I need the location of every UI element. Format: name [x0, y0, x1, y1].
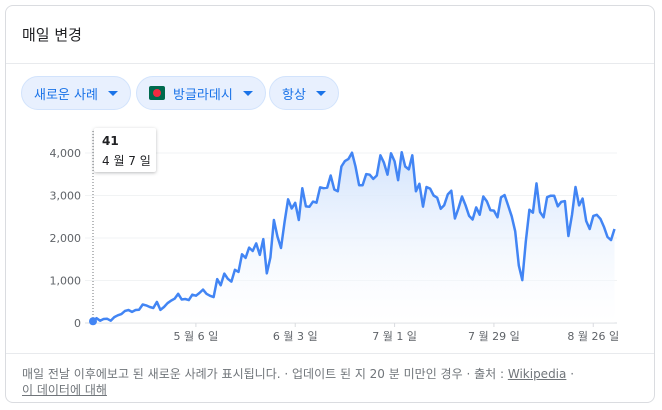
header-divider [6, 63, 654, 64]
chevron-down-icon [315, 90, 326, 96]
chart-tooltip: 41 4 월 7 일 [94, 128, 156, 172]
bangladesh-flag-icon [149, 86, 165, 100]
cases-chart: 0 1,000 2,000 3,000 4,000 5 월 6 일 6 월 3 일 7 월 1… [50, 131, 619, 343]
metric-filter-chip[interactable]: 새로운 사례 [21, 76, 131, 110]
hover-point [89, 317, 97, 326]
daily-change-card: 매일 변경 새로운 사례 방글라데시 항상 0 1,000 2,000 3,000 4,… [5, 5, 655, 403]
tooltip-date: 4 월 7 일 [102, 154, 151, 168]
chevron-down-icon [107, 90, 118, 96]
card-title: 매일 변경 [22, 26, 82, 44]
x-tick-label: 8 월 26 일 [567, 329, 619, 343]
footer: 매일 전날 이후에보고 된 새로운 사례가 표시됩니다. · 업데이트 된 지 … [22, 366, 642, 398]
country-filter-label: 방글라데시 [173, 87, 233, 103]
tooltip-value: 41 [102, 134, 119, 148]
trend-filter-label: 항상 [282, 87, 306, 103]
y-tick-label: 2,000 [50, 232, 82, 245]
x-tick-label: 7 월 1 일 [372, 329, 417, 343]
x-tick-label: 7 월 29 일 [468, 329, 520, 343]
trend-filter-chip[interactable]: 항상 [269, 76, 339, 110]
y-tick-label: 1,000 [50, 275, 82, 288]
chevron-down-icon [242, 90, 253, 96]
footer-separator: · [570, 367, 575, 381]
metric-filter-label: 새로운 사례 [34, 87, 98, 103]
source-link[interactable]: Wikipedia [507, 367, 567, 381]
country-filter-chip[interactable]: 방글라데시 [136, 76, 266, 110]
x-tick-label: 5 월 6 일 [174, 329, 219, 343]
about-data-link[interactable]: 이 데이터에 대해 [22, 383, 107, 397]
footer-divider [6, 353, 654, 354]
y-tick-label: 0 [74, 317, 81, 330]
series-line [92, 150, 616, 323]
footer-note: 매일 전날 이후에보고 된 새로운 사례가 표시됩니다. · 업데이트 된 지 … [22, 367, 505, 381]
y-tick-label: 4,000 [50, 147, 82, 160]
y-tick-label: 3,000 [50, 190, 82, 203]
x-tick-label: 6 월 3 일 [273, 329, 318, 343]
